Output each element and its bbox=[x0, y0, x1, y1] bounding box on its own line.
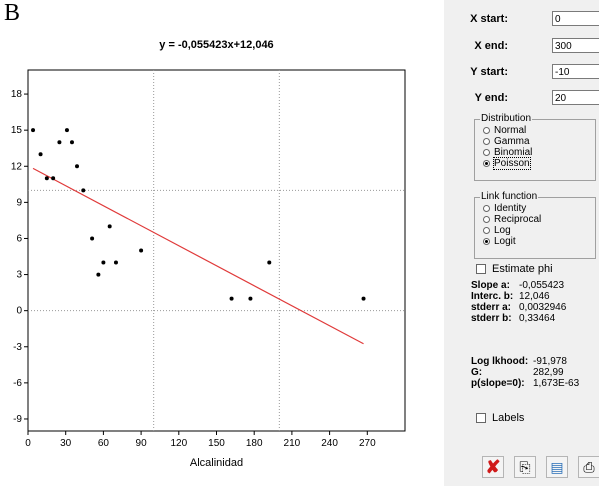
data-point bbox=[361, 296, 366, 301]
panel-letter: B bbox=[4, 0, 21, 26]
link-function-group: Link function Identity Reciprocal Log Lo… bbox=[474, 191, 596, 259]
regression-line bbox=[32, 167, 364, 345]
y-end-input[interactable]: 20 bbox=[552, 90, 599, 105]
y-tick-label: 3 bbox=[16, 270, 22, 281]
x-start-input[interactable]: 0 bbox=[552, 11, 599, 26]
data-point bbox=[267, 260, 272, 265]
y-tick-label: 0 bbox=[16, 306, 22, 317]
data-point bbox=[51, 176, 56, 181]
x-tick-label: 240 bbox=[321, 438, 338, 449]
radio-identity[interactable]: Identity bbox=[483, 203, 526, 214]
x-end-input[interactable]: 300 bbox=[552, 38, 599, 53]
chart-title: y = -0,055423x+12,046 bbox=[159, 39, 273, 51]
radio-logit[interactable]: Logit bbox=[483, 236, 516, 247]
radio-button-icon[interactable] bbox=[483, 216, 490, 223]
radio-button-selected-icon[interactable] bbox=[483, 238, 490, 245]
y-start-input[interactable]: -10 bbox=[552, 64, 599, 79]
paste-button[interactable]: ▤ bbox=[546, 456, 568, 478]
radio-button-icon[interactable] bbox=[483, 149, 490, 156]
data-point bbox=[69, 140, 74, 145]
radio-log[interactable]: Log bbox=[483, 225, 511, 236]
x-axis-label: Alcalinidad bbox=[190, 457, 243, 469]
scatter-plot: y = -0,055423x+12,046 0 30 60 90 120 150 180 210… bbox=[11, 39, 406, 469]
radio-button-icon[interactable] bbox=[483, 227, 490, 234]
labels-checkbox[interactable]: Labels bbox=[476, 412, 524, 424]
radio-gamma[interactable]: Gamma bbox=[483, 136, 530, 147]
x-tick-label: 150 bbox=[208, 438, 225, 449]
stderr-a-row: stderr a: 0,0032946 bbox=[471, 302, 567, 313]
y-tick-label: 12 bbox=[11, 161, 23, 172]
log-lkhood-row: Log lkhood: -91,978 bbox=[471, 356, 567, 367]
radio-binomial[interactable]: Binomial bbox=[483, 147, 532, 158]
y-tick-label: 15 bbox=[11, 125, 23, 136]
distribution-group: Distribution Normal Gamma Binomial Poiss… bbox=[474, 113, 596, 181]
link-function-title: Link function bbox=[480, 191, 539, 202]
g-row: G: 282,99 bbox=[471, 367, 564, 378]
y-tick-label: 6 bbox=[16, 233, 22, 244]
radio-button-icon[interactable] bbox=[483, 205, 490, 212]
radio-poisson[interactable]: Poisson bbox=[483, 157, 531, 170]
data-point bbox=[31, 128, 36, 133]
data-point bbox=[57, 140, 62, 145]
x-tick-label: 30 bbox=[60, 438, 72, 449]
radio-button-selected-icon[interactable] bbox=[483, 160, 490, 167]
radio-button-icon[interactable] bbox=[483, 138, 490, 145]
copy-button[interactable]: ⎘ bbox=[514, 456, 536, 478]
x-tick-label: 180 bbox=[246, 438, 263, 449]
copy-icon: ⎘ bbox=[519, 458, 531, 475]
x-tick-label: 270 bbox=[359, 438, 376, 449]
y-tick-label: 18 bbox=[11, 89, 23, 100]
slope-a-row: Slope a: -0,055423 bbox=[471, 280, 565, 291]
x-tick-label: 60 bbox=[98, 438, 110, 449]
data-point bbox=[107, 224, 112, 229]
checkbox-icon[interactable] bbox=[476, 413, 486, 423]
y-tick-label: 9 bbox=[16, 197, 22, 208]
y-end-label: Y end: bbox=[474, 92, 508, 104]
interc-b-row: Interc. b: 12,046 bbox=[471, 291, 550, 302]
data-point bbox=[75, 164, 80, 169]
p-slope-row: p(slope=0): 1,673E-63 bbox=[471, 378, 580, 389]
radio-normal[interactable]: Normal bbox=[483, 125, 526, 136]
distribution-title: Distribution bbox=[480, 113, 533, 124]
y-tick-label: -6 bbox=[13, 378, 22, 389]
estimate-phi-checkbox[interactable]: Estimate phi bbox=[476, 263, 553, 275]
x-start-label: X start: bbox=[470, 13, 508, 25]
close-button[interactable]: ✘ bbox=[482, 456, 504, 478]
x-end-label: X end: bbox=[474, 40, 508, 52]
radio-reciprocal[interactable]: Reciprocal bbox=[483, 214, 541, 225]
paste-icon: ▤ bbox=[550, 458, 564, 475]
x-tick-label: 90 bbox=[136, 438, 148, 449]
printer-icon: ⎙ bbox=[583, 458, 595, 475]
y-start-label: Y start: bbox=[470, 66, 508, 78]
print-button[interactable]: ⎙ bbox=[578, 456, 599, 478]
data-point bbox=[248, 296, 253, 301]
y-tick-label: -9 bbox=[13, 414, 22, 425]
radio-button-icon[interactable] bbox=[483, 127, 490, 134]
side-panel: X start: 0 X end: 300 Y start: -10 Y end… bbox=[444, 0, 599, 486]
data-point bbox=[101, 260, 106, 265]
data-point bbox=[44, 176, 49, 181]
x-tick-label: 120 bbox=[170, 438, 187, 449]
data-point bbox=[113, 260, 118, 265]
checkbox-icon[interactable] bbox=[476, 264, 486, 274]
stderr-b-row: stderr b: 0,33464 bbox=[471, 313, 556, 324]
data-point bbox=[90, 236, 95, 241]
x-tick-label: 0 bbox=[25, 438, 31, 449]
data-point bbox=[81, 188, 86, 193]
data-point bbox=[64, 128, 69, 133]
data-point bbox=[139, 248, 144, 253]
close-icon: ✘ bbox=[485, 456, 501, 477]
plot-frame bbox=[27, 69, 406, 432]
data-point bbox=[229, 296, 234, 301]
x-tick-label: 210 bbox=[284, 438, 301, 449]
y-tick-label: -3 bbox=[13, 342, 22, 353]
data-point bbox=[96, 272, 101, 277]
data-point bbox=[38, 152, 43, 157]
